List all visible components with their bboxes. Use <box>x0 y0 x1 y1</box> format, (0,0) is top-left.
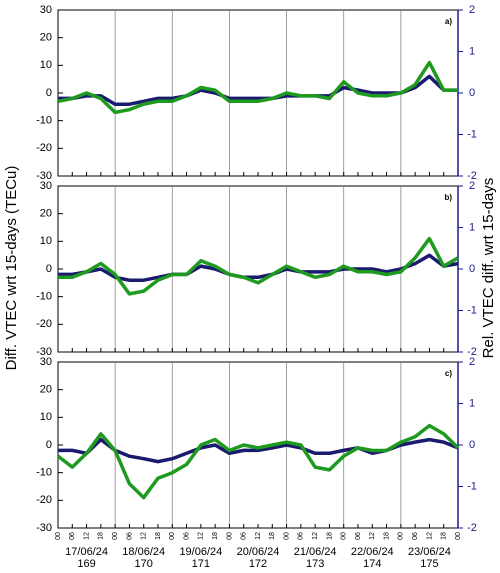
x-tick-label: 18 <box>269 532 276 540</box>
x-tick-label: 18 <box>155 532 162 540</box>
x-tick-label: 00 <box>455 532 462 540</box>
y-tick-label: 20 <box>40 32 52 44</box>
y-tick-label: 0 <box>46 87 52 99</box>
date-label: 22/06/24 <box>351 546 394 558</box>
panel-label: c) <box>445 369 452 378</box>
y2-tick-label: 1 <box>469 221 475 233</box>
y-tick-label: 20 <box>40 384 52 396</box>
x-tick-label: 12 <box>83 532 90 540</box>
y-tick-label: -20 <box>36 494 52 506</box>
series-line <box>57 60 458 115</box>
x-tick-label: 18 <box>212 532 219 540</box>
doy-label: 172 <box>249 558 267 568</box>
x-tick-label: 12 <box>426 532 433 540</box>
date-label: 21/06/24 <box>294 546 337 558</box>
x-tick-label: 12 <box>312 532 319 540</box>
y-tick-label: 10 <box>40 411 52 423</box>
panel-label: b) <box>444 193 452 202</box>
y2-axis-label: Rel. VTEC diff. wrt 15-days <box>480 178 497 359</box>
x-tick-label: 00 <box>341 532 348 540</box>
y2-tick-label: 2 <box>469 4 475 16</box>
y2-tick-label: 2 <box>469 180 475 192</box>
x-tick-label: 00 <box>112 532 119 540</box>
y2-tick-label: -2 <box>467 522 477 534</box>
panel-label: a) <box>445 17 452 26</box>
series-line <box>56 423 460 500</box>
y2-tick-label: 2 <box>469 356 475 368</box>
x-tick-label: 06 <box>183 532 190 540</box>
y2-tick-label: 1 <box>469 45 475 57</box>
x-tick-label: 00 <box>398 532 405 540</box>
x-tick-label: 06 <box>298 532 305 540</box>
x-tick-label: 06 <box>412 532 419 540</box>
y-tick-label: -10 <box>36 291 52 303</box>
y-tick-label: 20 <box>40 208 52 220</box>
x-tick-label: 06 <box>355 532 362 540</box>
x-tick-label: 12 <box>141 532 148 540</box>
date-label: 20/06/24 <box>237 546 280 558</box>
doy-label: 174 <box>363 558 381 568</box>
y-tick-label: 30 <box>40 180 52 192</box>
x-tick-label: 18 <box>441 532 448 540</box>
doy-label: 173 <box>306 558 324 568</box>
y-tick-label: -20 <box>36 318 52 330</box>
doy-label: 171 <box>192 558 210 568</box>
date-label: 18/06/24 <box>122 546 165 558</box>
y-tick-label: 0 <box>46 263 52 275</box>
y-tick-label: 30 <box>40 4 52 16</box>
y-tick-label: -20 <box>36 142 52 154</box>
y-tick-label: 0 <box>46 439 52 451</box>
y-tick-label: -30 <box>36 170 52 182</box>
series-line <box>58 253 459 282</box>
x-tick-label: 12 <box>255 532 262 540</box>
y2-tick-label: 0 <box>469 263 475 275</box>
doy-label: 175 <box>420 558 438 568</box>
x-tick-label: 18 <box>383 532 390 540</box>
y-tick-label: -10 <box>36 115 52 127</box>
y2-tick-label: 0 <box>469 87 475 99</box>
x-tick-label: 18 <box>98 532 105 540</box>
y2-tick-label: -2 <box>467 170 477 182</box>
date-label: 17/06/24 <box>65 546 108 558</box>
series-line <box>58 74 458 106</box>
x-tick-label: 06 <box>241 532 248 540</box>
date-label: 23/06/24 <box>408 546 451 558</box>
y2-tick-label: 0 <box>469 439 475 451</box>
x-tick-label: 12 <box>198 532 205 540</box>
x-tick-label: 18 <box>326 532 333 540</box>
x-tick-label: 00 <box>283 532 290 540</box>
x-tick-label: 06 <box>126 532 133 540</box>
y-tick-label: 10 <box>40 235 52 247</box>
x-tick-label: 12 <box>369 532 376 540</box>
y-tick-label: -30 <box>36 522 52 534</box>
doy-label: 169 <box>77 558 95 568</box>
date-label: 19/06/24 <box>179 546 222 558</box>
y2-tick-label: -1 <box>467 304 477 316</box>
y2-tick-label: 1 <box>469 397 475 409</box>
y-tick-label: -30 <box>36 346 52 358</box>
y2-tick-label: -2 <box>467 346 477 358</box>
x-tick-label: 00 <box>55 532 62 540</box>
y-tick-label: 30 <box>40 356 52 368</box>
series-line <box>58 236 459 296</box>
y2-tick-label: -1 <box>467 128 477 140</box>
y-axis-label: Diff. VTEC wrt 15-days (TECu) <box>3 166 20 371</box>
x-tick-label: 06 <box>69 532 76 540</box>
doy-label: 170 <box>135 558 153 568</box>
x-tick-label: 00 <box>169 532 176 540</box>
x-tick-label: 00 <box>226 532 233 540</box>
y-tick-label: -10 <box>36 467 52 479</box>
y2-tick-label: -1 <box>467 480 477 492</box>
y-tick-label: 10 <box>40 59 52 71</box>
